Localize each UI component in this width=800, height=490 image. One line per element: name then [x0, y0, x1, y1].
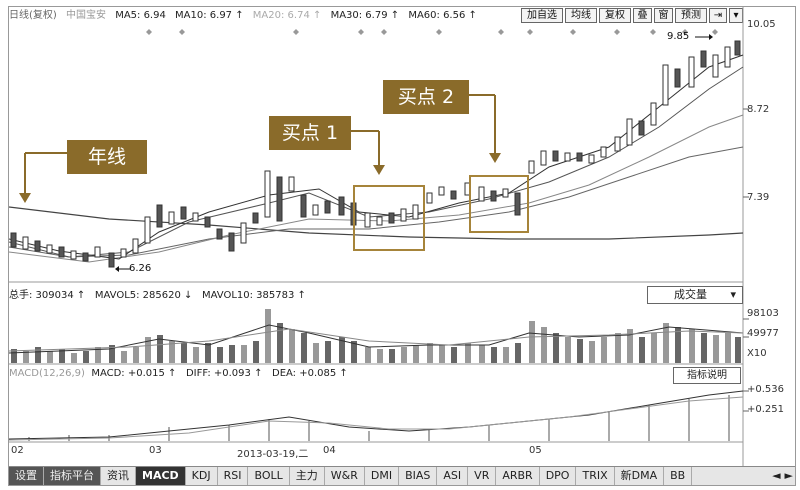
volume-bars — [11, 309, 741, 363]
tab-vr[interactable]: VR — [468, 467, 497, 485]
volume-axis-unit: X10 — [747, 348, 767, 359]
add-watchlist-button[interactable]: 加自选 — [521, 8, 563, 23]
tab-trix[interactable]: TRIX — [576, 467, 615, 485]
scroll-right-icon[interactable]: ► — [784, 469, 793, 482]
volume-type-dropdown[interactable]: 成交量 ▾ — [647, 286, 743, 304]
date-label-02: 02 — [11, 445, 24, 456]
date-label-cursor: 2013-03-19,二 — [237, 449, 309, 460]
tab-dmi[interactable]: DMI — [365, 467, 400, 485]
ma5-label: MA5: 6.94 — [115, 10, 166, 21]
indicator-tabs: 设置 指标平台 资讯 MACD KDJ RSI BOLL 主力 W&R DMI … — [9, 466, 795, 485]
volume-info-bar: 总手: 309034 ↑ MAVOL5: 285620 ↓ MAVOL10: 3… — [9, 286, 306, 301]
scroll-left-icon[interactable]: ◄ — [772, 469, 781, 482]
overlay-button[interactable]: 叠 — [633, 8, 652, 23]
tab-bias[interactable]: BIAS — [399, 467, 438, 485]
tab-macd[interactable]: MACD — [136, 467, 186, 485]
macd-histogram — [28, 395, 730, 441]
tab-dpo[interactable]: DPO — [540, 467, 577, 485]
mavol10-label: MAVOL10: 385783 ↑ — [201, 290, 306, 301]
tab-news[interactable]: 资讯 — [101, 467, 136, 485]
tab-indicator-platform[interactable]: 指标平台 — [44, 467, 101, 485]
volume-type-label: 成交量 — [674, 288, 707, 301]
year-line-callout: 年线 — [67, 140, 147, 174]
restore-right-button[interactable]: 复权 — [599, 8, 631, 23]
tab-kdj[interactable]: KDJ — [186, 467, 218, 485]
macd-axis-top: +0.536 — [747, 384, 785, 395]
price-axis-top: 10.05 — [747, 19, 776, 30]
dea-value: DEA: +0.085 ↑ — [272, 368, 348, 379]
event-markers — [146, 29, 718, 35]
macd-axis-mid: +0.251 — [747, 404, 785, 415]
mavol5-label: MAVOL5: 285620 ↓ — [94, 290, 193, 301]
high-price-label: 9.85 — [667, 31, 690, 42]
pin-icon[interactable]: ⇥ — [709, 8, 727, 23]
chart-title: 日线(复权) — [9, 10, 57, 21]
ma-line-button[interactable]: 均线 — [565, 8, 597, 23]
stock-chart-window: 日线(复权) 中国宝安 MA5: 6.94 MA10: 6.97 ↑ MA20:… — [8, 6, 796, 486]
macd-info-bar: MACD(12,26,9) MACD: +0.015 ↑ DIFF: +0.09… — [9, 368, 348, 379]
macd-title: MACD(12,26,9) — [9, 368, 85, 379]
macd-value: MACD: +0.015 ↑ — [91, 368, 177, 379]
date-label-05: 05 — [529, 445, 542, 456]
tab-settings[interactable]: 设置 — [9, 467, 44, 485]
volume-axis-mid: 49977 — [747, 328, 779, 339]
low-price-label: 6.26 — [129, 263, 152, 274]
tab-boll[interactable]: BOLL — [248, 467, 290, 485]
indicator-explain-button[interactable]: 指标说明 — [673, 367, 741, 384]
tab-rsi[interactable]: RSI — [218, 467, 249, 485]
volume-axis-top: 98103 — [747, 308, 779, 319]
ma30-label: MA30: 6.79 ↑ — [330, 10, 400, 21]
tab-wr[interactable]: W&R — [325, 467, 365, 485]
tab-asi[interactable]: ASI — [437, 467, 469, 485]
buy-point-2-box — [469, 175, 529, 233]
date-label-03: 03 — [149, 445, 162, 456]
buy-point-2-callout: 买点 2 — [383, 80, 469, 114]
more-dropdown-icon[interactable]: ▾ — [729, 8, 743, 23]
buy-point-1-callout: 买点 1 — [269, 116, 351, 150]
tab-arbr[interactable]: ARBR — [496, 467, 540, 485]
buy-point-1-box — [353, 185, 425, 251]
ma-info-bar: 日线(复权) 中国宝安 MA5: 6.94 MA10: 6.97 ↑ MA20:… — [9, 7, 529, 24]
chevron-down-icon: ▾ — [730, 288, 736, 301]
ma10-label: MA10: 6.97 ↑ — [175, 10, 244, 21]
tab-new-dma[interactable]: 新DMA — [615, 467, 665, 485]
forecast-button[interactable]: 预测 — [675, 8, 707, 23]
ma20-label: MA20: 6.74 ↑ — [252, 10, 322, 21]
tab-main-force[interactable]: 主力 — [290, 467, 325, 485]
tab-bb[interactable]: BB — [664, 467, 693, 485]
price-axis-low: 7.39 — [747, 192, 770, 203]
price-axis-mid: 8.72 — [747, 104, 770, 115]
diff-value: DIFF: +0.093 ↑ — [185, 368, 263, 379]
window-button[interactable]: 窗 — [654, 8, 673, 23]
total-volume-label: 总手: 309034 ↑ — [9, 290, 86, 301]
ma60-label: MA60: 6.56 ↑ — [408, 10, 477, 21]
date-label-04: 04 — [323, 445, 336, 456]
stock-name: 中国宝安 — [66, 10, 106, 21]
